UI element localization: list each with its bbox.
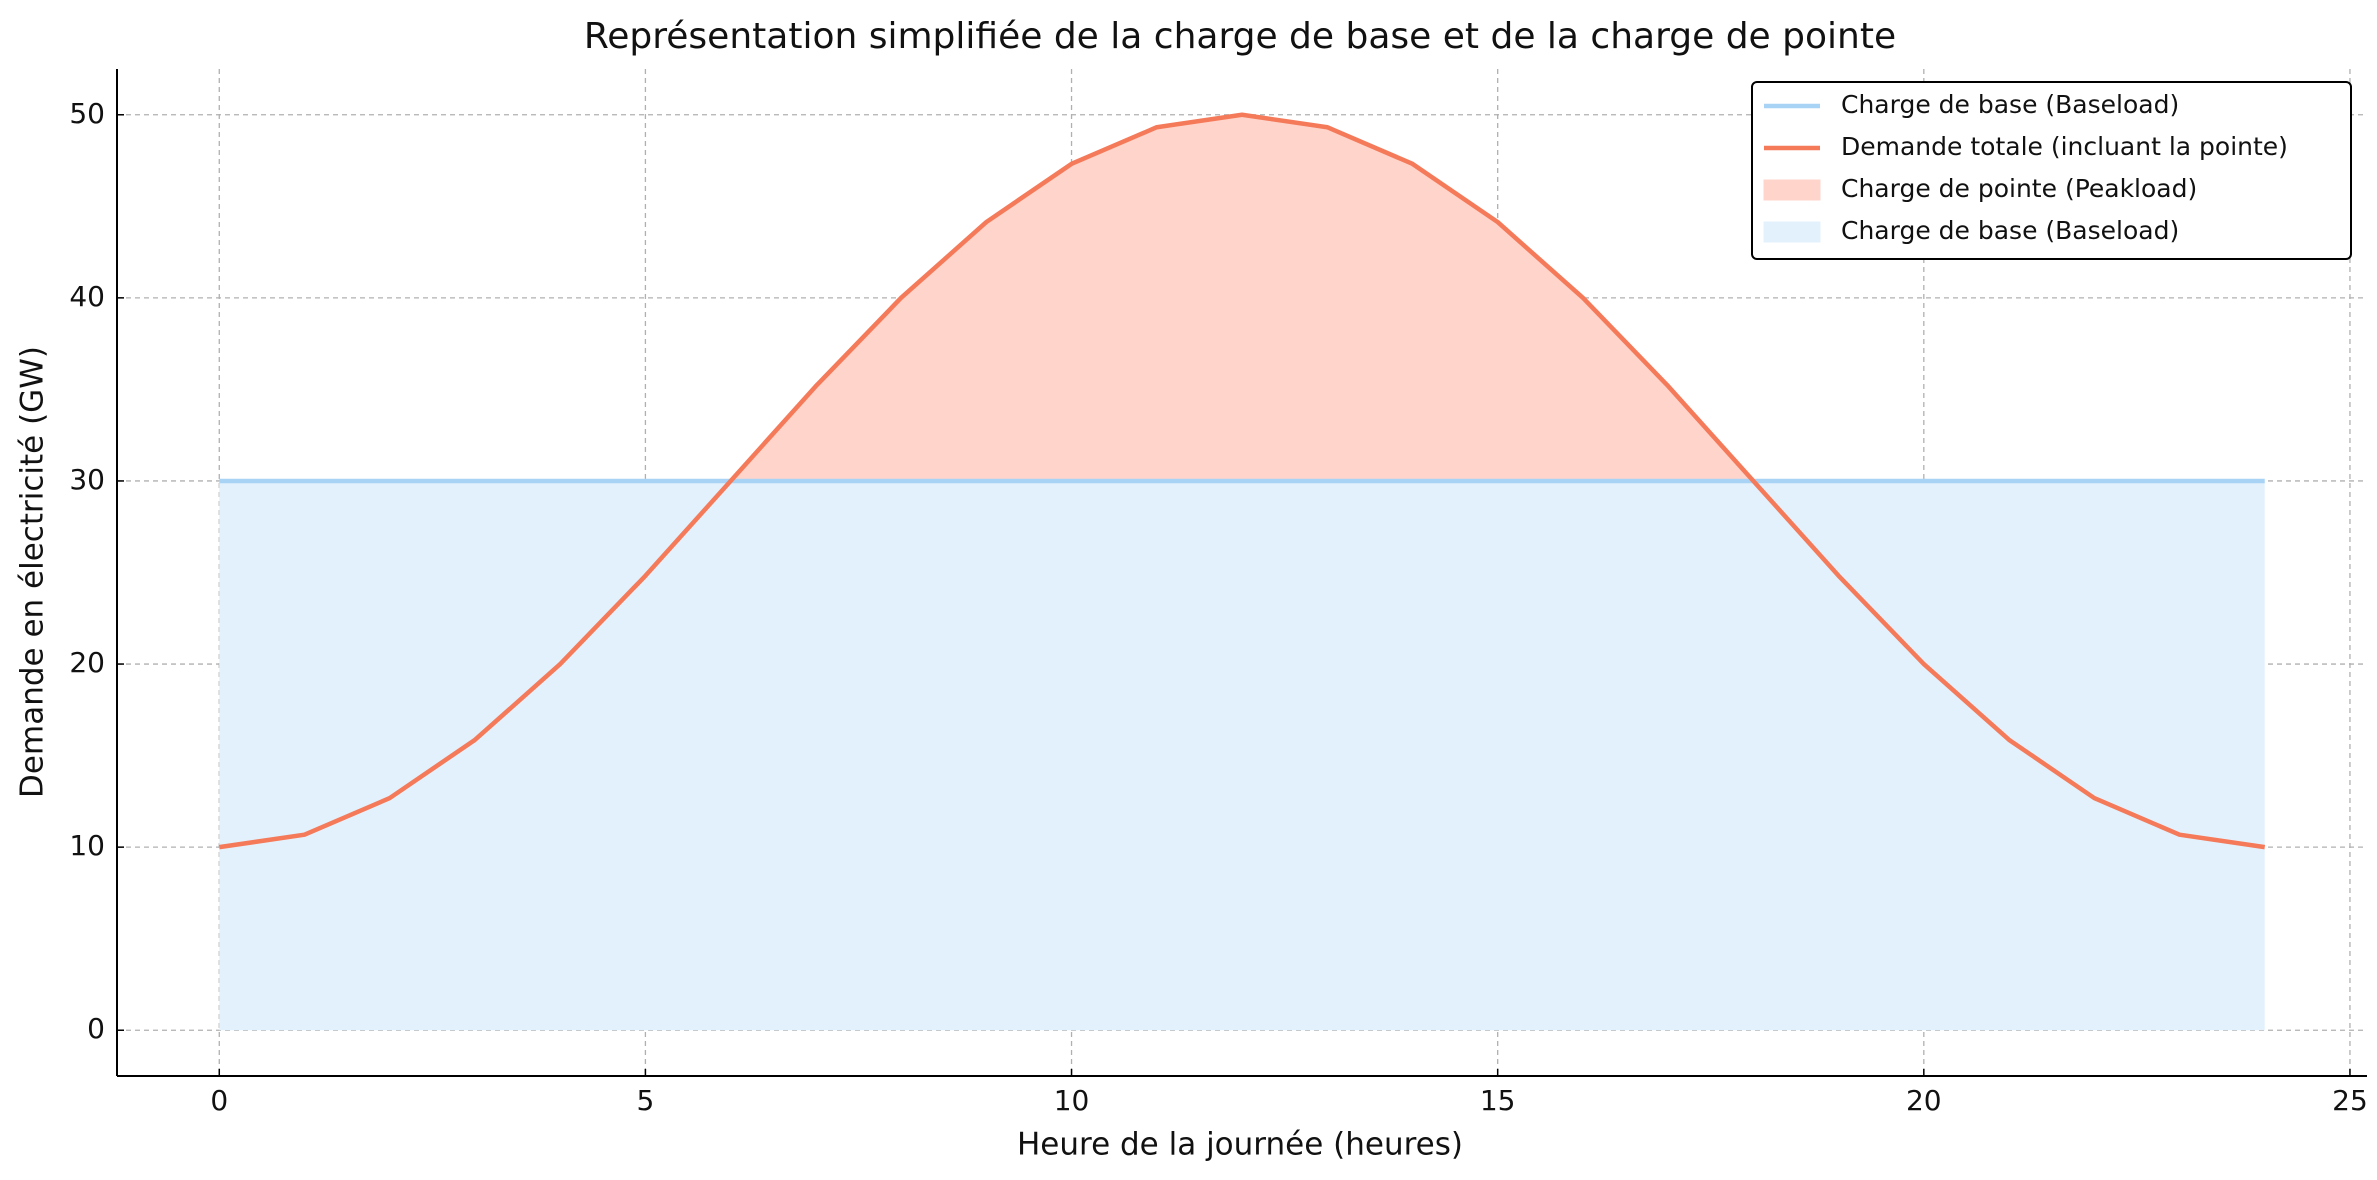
chart-title: Représentation simplifiée de la charge d… <box>584 16 1896 57</box>
legend-label: Demande totale (incluant la pointe) <box>1841 132 2288 161</box>
line <box>218 112 2266 850</box>
y-tick-label: 10 <box>69 829 105 862</box>
base-fill <box>219 480 2265 1031</box>
legend-swatch <box>1763 221 1821 243</box>
x-axis-label: Heure de la journée (heures) <box>1017 1127 1463 1163</box>
y-axis-label: Demande en électricité (GW) <box>15 346 51 798</box>
legend-label: Charge de pointe (Peakload) <box>1841 174 2197 203</box>
legend-box <box>1751 81 2352 260</box>
legend-label: Charge de base (Baseload) <box>1841 90 2179 119</box>
legend-swatch <box>1763 179 1821 201</box>
x-tick-label: 10 <box>1054 1084 1090 1117</box>
y-tick-label: 30 <box>69 463 105 496</box>
legend-label: Charge de base (Baseload) <box>1841 216 2179 245</box>
y-tick-label: 40 <box>69 280 105 313</box>
x-tick-label: 0 <box>210 1084 228 1117</box>
x-tick-label: 15 <box>1480 1084 1516 1117</box>
x-tick-label: 20 <box>1906 1084 1942 1117</box>
legend: Charge de base (Baseload) Demande totale … <box>1751 81 2352 260</box>
peak-fill <box>730 114 1754 481</box>
x-tick-label: 25 <box>2332 1084 2368 1117</box>
x-tick-label: 5 <box>636 1084 654 1117</box>
y-tick-label: 0 <box>87 1012 105 1045</box>
y-tick-label: 50 <box>69 97 105 130</box>
y-tick-label: 20 <box>69 646 105 679</box>
